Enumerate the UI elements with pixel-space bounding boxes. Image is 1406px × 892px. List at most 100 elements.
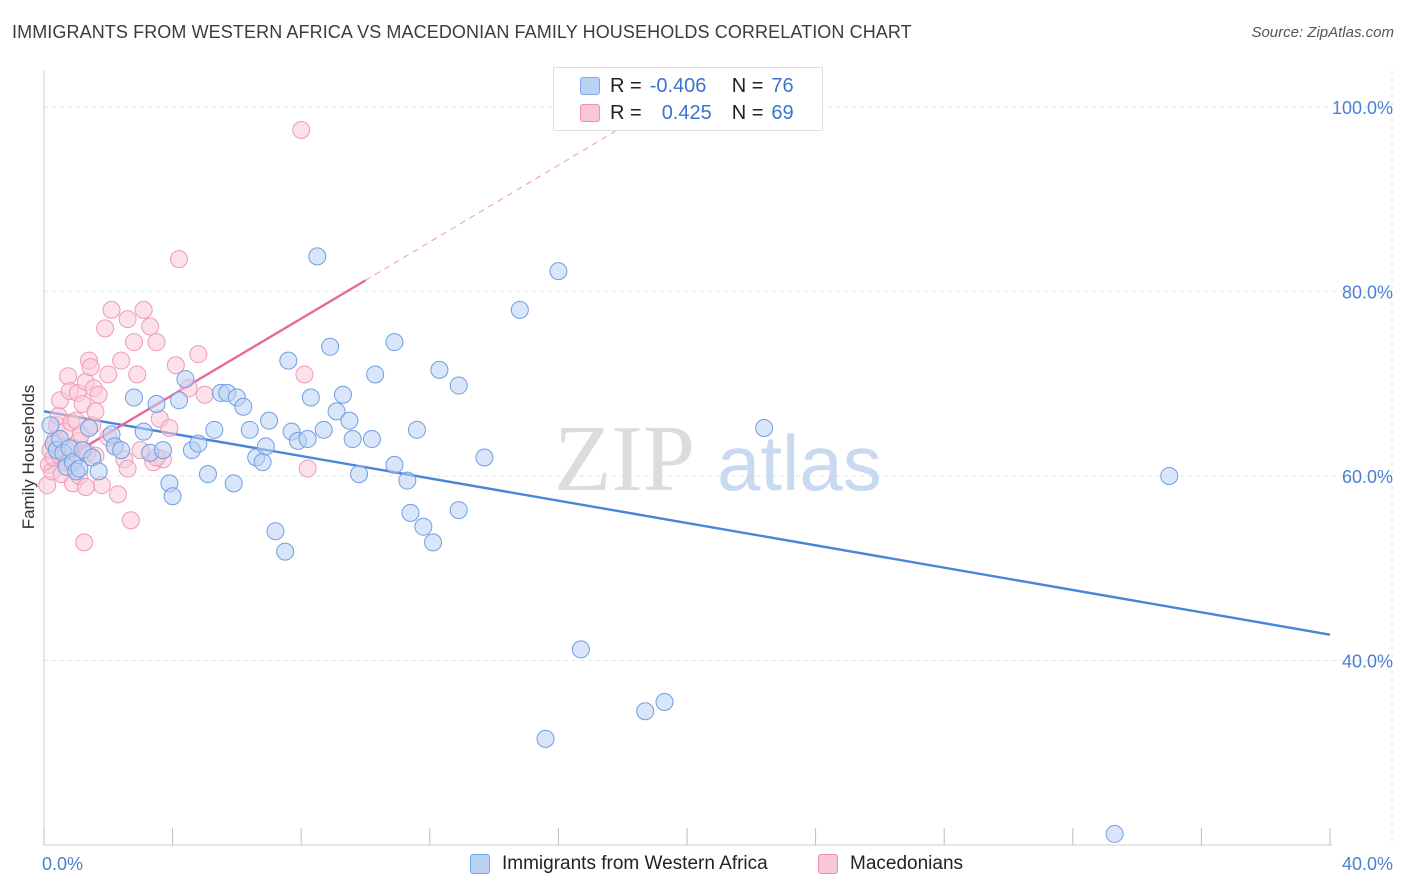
- data-point-macedonian: [76, 478, 95, 497]
- data-point-western-africa: [1160, 466, 1179, 485]
- legend-n-label: N =: [731, 74, 764, 97]
- data-point-macedonian: [128, 365, 147, 384]
- legend-row-blue: R = -0.406 N = 76: [580, 73, 794, 99]
- data-point-western-africa: [253, 453, 272, 472]
- data-point-western-africa: [510, 300, 529, 319]
- data-point-macedonian: [195, 385, 214, 404]
- data-point-western-africa: [205, 420, 224, 439]
- data-point-macedonian: [298, 459, 317, 478]
- trend-line-macedonians: [43, 279, 367, 473]
- data-point-western-africa: [424, 533, 443, 552]
- data-point-macedonian: [147, 333, 166, 352]
- data-point-western-africa: [407, 420, 426, 439]
- data-point-western-africa: [176, 370, 195, 389]
- legend-r-label: R =: [610, 101, 642, 124]
- data-point-western-africa: [308, 247, 327, 266]
- data-point-western-africa: [314, 420, 333, 439]
- data-point-macedonian: [141, 317, 160, 336]
- data-point-western-africa: [327, 402, 346, 421]
- y-tick-label: 60.0%: [1342, 467, 1393, 487]
- data-point-western-africa: [475, 448, 494, 467]
- legend-r-pink: 0.425: [661, 101, 712, 124]
- data-point-western-africa: [80, 418, 99, 437]
- data-point-macedonian: [160, 418, 179, 437]
- data-point-western-africa: [340, 411, 359, 430]
- legend-n-blue: 76: [771, 74, 794, 97]
- western-africa-points: [41, 247, 1179, 843]
- data-point-western-africa: [70, 459, 89, 478]
- data-point-western-africa: [153, 441, 172, 460]
- watermark-atlas: atlas: [717, 419, 882, 507]
- legend-n-label: N =: [731, 101, 764, 124]
- data-point-macedonian: [89, 385, 108, 404]
- data-point-western-africa: [549, 262, 568, 281]
- legend-r-label: R =: [610, 74, 642, 97]
- bottom-legend-swatch-blue: [470, 854, 490, 874]
- legend-box: R = -0.406 N = 76 R = 0.425 N = 69: [553, 67, 823, 131]
- data-point-macedonian: [125, 333, 144, 352]
- data-point-macedonian: [112, 351, 131, 370]
- data-point-western-africa: [279, 351, 298, 370]
- data-point-western-africa: [333, 385, 352, 404]
- data-point-macedonian: [295, 365, 314, 384]
- watermark: ZIP atlas: [554, 407, 882, 511]
- bottom-legend-blue: Immigrants from Western Africa: [470, 851, 768, 877]
- data-point-western-africa: [112, 441, 131, 460]
- bottom-legend-pink: Macedonians: [818, 851, 963, 877]
- data-point-western-africa: [256, 437, 275, 456]
- data-point-western-africa: [385, 333, 404, 352]
- data-point-macedonian: [86, 402, 105, 421]
- data-point-western-africa: [276, 542, 295, 561]
- x-tick-label: 40.0%: [1342, 854, 1393, 874]
- data-point-western-africa: [134, 422, 153, 441]
- data-point-western-africa: [147, 394, 166, 413]
- legend-swatch-pink: [580, 104, 600, 122]
- data-point-western-africa: [362, 430, 381, 449]
- data-point-western-africa: [298, 430, 317, 449]
- data-point-western-africa: [1105, 824, 1124, 843]
- source-label: Source: ZipAtlas.com: [1251, 24, 1394, 41]
- data-point-macedonian: [108, 485, 127, 504]
- data-point-western-africa: [385, 455, 404, 474]
- data-point-macedonian: [166, 356, 185, 375]
- data-point-macedonian: [75, 533, 94, 552]
- trend-lines: [43, 87, 1331, 636]
- bottom-legend-label-blue: Immigrants from Western Africa: [502, 853, 768, 874]
- watermark-zip: ZIP: [554, 407, 695, 511]
- data-point-western-africa: [571, 640, 590, 659]
- data-point-western-africa: [321, 337, 340, 356]
- chart-title: IMMIGRANTS FROM WESTERN AFRICA VS MACEDO…: [12, 22, 912, 42]
- data-point-western-africa: [398, 471, 417, 490]
- legend-row-pink: R = 0.425 N = 69: [580, 100, 794, 126]
- data-point-macedonian: [99, 365, 118, 384]
- data-point-macedonian: [170, 250, 189, 269]
- x-tick-label: 0.0%: [42, 854, 83, 874]
- data-point-western-africa: [198, 465, 217, 484]
- data-point-western-africa: [449, 501, 468, 520]
- legend-swatch-blue: [580, 77, 600, 95]
- data-point-macedonian: [96, 319, 115, 338]
- data-point-western-africa: [170, 391, 189, 410]
- data-point-western-africa: [89, 462, 108, 481]
- legend-r-blue: -0.406: [649, 74, 707, 97]
- data-point-western-africa: [636, 702, 655, 721]
- data-point-western-africa: [366, 365, 385, 384]
- data-point-western-africa: [266, 522, 285, 541]
- data-point-macedonian: [134, 300, 153, 319]
- data-point-macedonian: [121, 511, 140, 530]
- data-point-western-africa: [430, 360, 449, 379]
- tick-labels: 40.0% 60.0% 80.0% 100.0% 0.0% 40.0% Family Hou…: [19, 98, 1393, 874]
- data-point-western-africa: [414, 517, 433, 536]
- data-point-western-africa: [655, 692, 674, 711]
- data-point-western-africa: [449, 376, 468, 395]
- data-point-western-africa: [260, 411, 279, 430]
- data-point-western-africa: [536, 729, 555, 748]
- data-point-macedonian: [118, 459, 137, 478]
- data-point-western-africa: [189, 434, 208, 453]
- data-point-western-africa: [401, 503, 420, 522]
- legend-n-pink: 69: [771, 101, 794, 124]
- data-point-western-africa: [234, 397, 253, 416]
- y-axis-label: Family Households: [19, 385, 38, 530]
- data-point-macedonian: [81, 358, 100, 377]
- y-tick-label: 100.0%: [1332, 98, 1393, 118]
